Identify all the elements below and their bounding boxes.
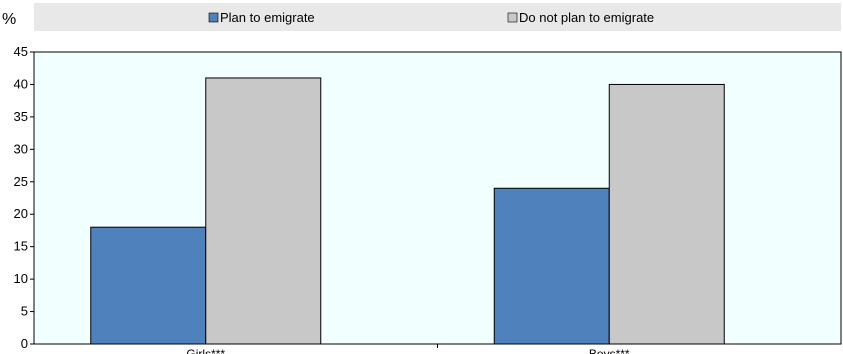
y-tick-label: 0: [21, 336, 28, 351]
y-tick-label: 30: [14, 141, 28, 156]
bars: [90, 77, 725, 345]
y-tick-label: 35: [14, 109, 28, 124]
bar-plan-0: [90, 226, 207, 345]
legend-swatch-plan: [208, 12, 219, 23]
y-axis: 0 5 10 15 20 25 30 35 40 45: [14, 44, 34, 351]
y-unit-label: %: [2, 11, 16, 28]
y-tick-label: 45: [14, 44, 28, 59]
x-tick-label: Girls***: [186, 347, 225, 354]
x-tick-label: Boys***: [589, 347, 630, 354]
y-tick-label: 5: [21, 304, 28, 319]
legend-label-no-plan: Do not plan to emigrate: [519, 10, 654, 25]
y-tick-label: 20: [14, 206, 28, 221]
legend-background: [34, 3, 841, 31]
y-tick-label: 25: [14, 174, 28, 189]
y-tick-label: 15: [14, 239, 28, 254]
y-tick-label: 10: [14, 271, 28, 286]
y-tick-label: 40: [14, 76, 28, 91]
legend: Plan to emigrate Do not plan to emigrate: [208, 10, 654, 25]
legend-label-plan: Plan to emigrate: [220, 10, 315, 25]
bar-no-plan-0: [205, 77, 322, 345]
x-axis: Girls*** Boys***: [186, 344, 630, 354]
legend-swatch-no-plan: [507, 12, 518, 23]
bar-no-plan-1: [608, 83, 725, 345]
bar-plan-1: [493, 187, 610, 345]
